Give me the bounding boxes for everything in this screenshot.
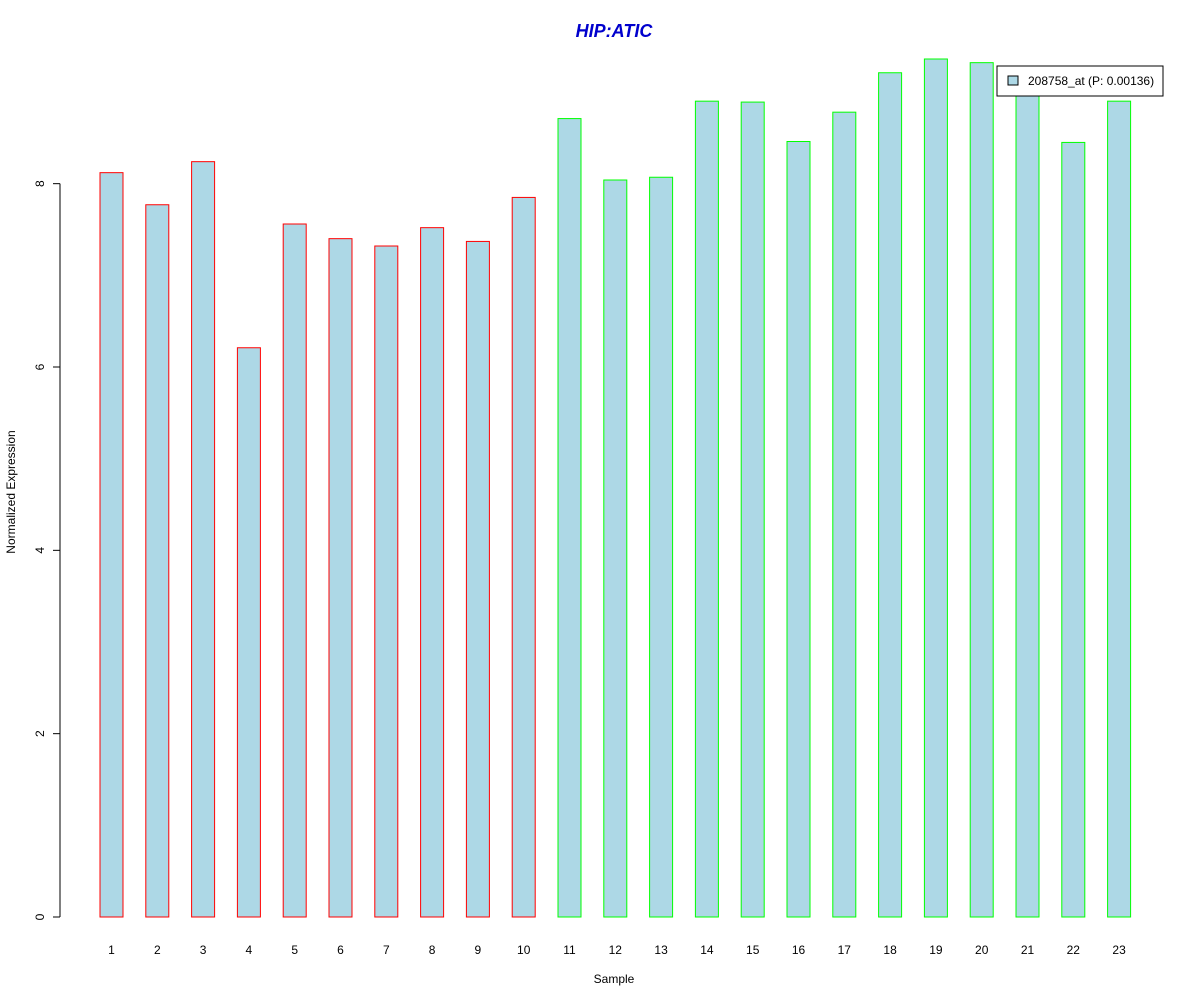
x-tick-label: 20 xyxy=(975,943,989,957)
x-tick-label: 2 xyxy=(154,943,161,957)
legend-box xyxy=(996,65,1164,97)
bars xyxy=(99,58,1132,918)
x-tick-label: 14 xyxy=(700,943,714,957)
bar-sample-23 xyxy=(1107,100,1132,918)
x-tick-label: 18 xyxy=(883,943,897,957)
legend: 208758_at (P: 0.00136) xyxy=(996,65,1164,97)
bar-sample-8 xyxy=(420,227,445,918)
x-tick-label: 12 xyxy=(609,943,623,957)
bar-sample-18 xyxy=(878,72,903,918)
x-tick-label: 15 xyxy=(746,943,760,957)
bar-sample-9 xyxy=(465,240,490,918)
x-tick-label: 4 xyxy=(246,943,253,957)
bar-sample-12 xyxy=(603,179,628,918)
legend-label: 208758_at (P: 0.00136) xyxy=(1028,74,1154,88)
bar-sample-3 xyxy=(191,161,216,918)
x-tick-label: 5 xyxy=(291,943,298,957)
x-tick-label: 8 xyxy=(429,943,436,957)
bar-sample-22 xyxy=(1061,141,1086,918)
y-tick-label: 2 xyxy=(33,730,47,737)
y-axis: 0 2 4 6 8 xyxy=(33,180,61,920)
bar-sample-15 xyxy=(740,101,765,918)
x-tick-label: 16 xyxy=(792,943,806,957)
bar-sample-20 xyxy=(969,62,994,918)
x-tick-label: 13 xyxy=(654,943,668,957)
bar-sample-5 xyxy=(282,223,307,918)
x-tick-label: 9 xyxy=(475,943,482,957)
bar-sample-10 xyxy=(511,196,536,918)
y-tick-label: 4 xyxy=(33,547,47,554)
y-tick-label: 8 xyxy=(33,180,47,187)
chart-title: HIP:ATIC xyxy=(576,21,654,41)
x-axis-label: Sample xyxy=(594,972,635,986)
x-tick-label: 11 xyxy=(563,943,576,957)
bar-sample-4 xyxy=(236,347,261,918)
x-tick-label: 21 xyxy=(1021,943,1035,957)
bar-sample-1 xyxy=(99,172,124,918)
bar-sample-14 xyxy=(694,100,719,918)
x-tick-label: 1 xyxy=(108,943,115,957)
bar-sample-21 xyxy=(1015,75,1040,918)
bar-sample-13 xyxy=(649,176,674,918)
bar-sample-6 xyxy=(328,238,353,918)
x-tick-label: 6 xyxy=(337,943,344,957)
x-tick-label: 19 xyxy=(929,943,943,957)
x-tick-label: 10 xyxy=(517,943,531,957)
x-tick-label: 3 xyxy=(200,943,207,957)
bar-sample-11 xyxy=(557,118,582,918)
bar-sample-19 xyxy=(923,58,948,918)
bar-sample-17 xyxy=(832,111,857,918)
bar-sample-16 xyxy=(786,141,811,918)
y-tick-label: 0 xyxy=(33,913,47,920)
x-tick-label: 17 xyxy=(838,943,852,957)
x-tick-label: 7 xyxy=(383,943,390,957)
x-tick-label: 23 xyxy=(1112,943,1126,957)
legend-swatch xyxy=(1007,75,1019,86)
y-axis-label: Normalized Expression xyxy=(4,430,18,553)
x-tick-label: 22 xyxy=(1067,943,1081,957)
x-tick-labels: 1 2 3 4 5 6 7 8 9 10 11 12 13 14 15 16 17 18 19 20 21 22 23 xyxy=(108,943,1126,957)
bar-sample-7 xyxy=(374,245,399,918)
bar-sample-2 xyxy=(145,204,170,918)
y-tick-label: 6 xyxy=(33,363,47,370)
